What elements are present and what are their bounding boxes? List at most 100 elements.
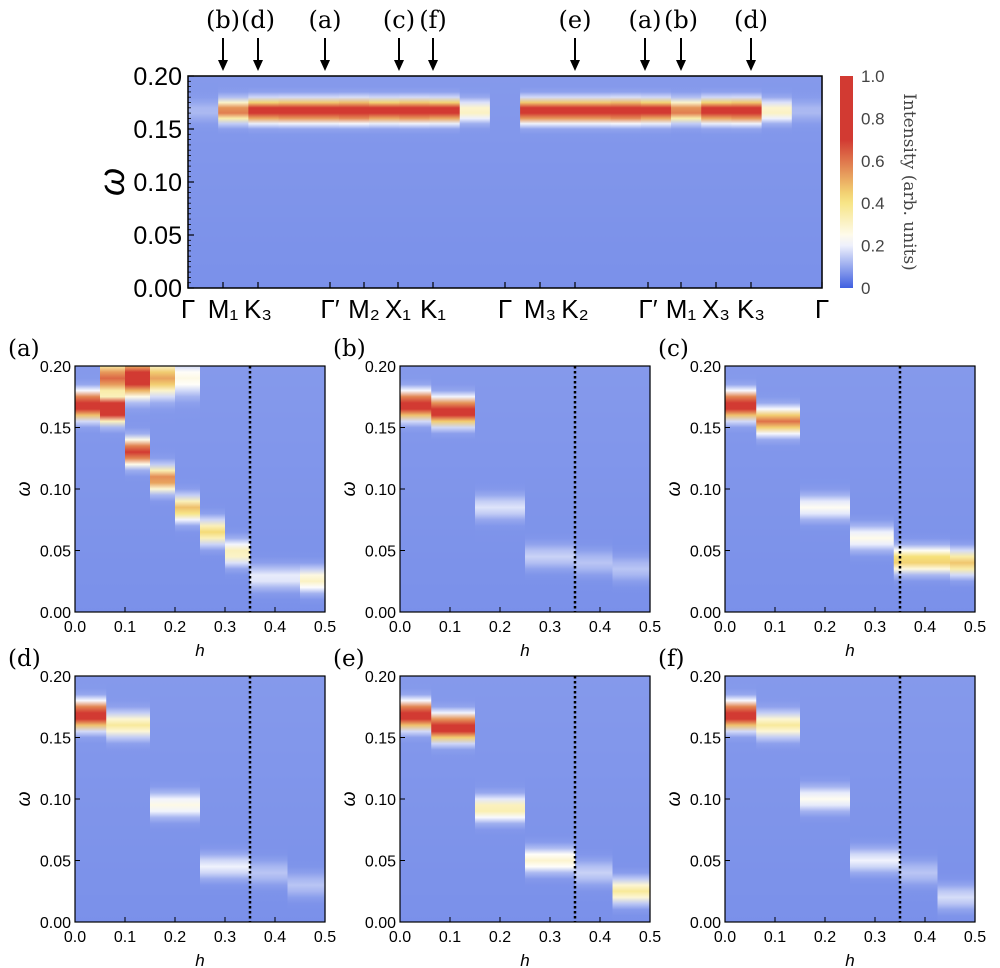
top-column xyxy=(308,76,340,288)
xlabel: h xyxy=(845,641,854,660)
panel-column xyxy=(525,366,576,612)
panel-column xyxy=(756,366,801,612)
colorbar-tick-label: 0.6 xyxy=(861,152,885,171)
top-column xyxy=(399,76,431,288)
ytick-label: 0.05 xyxy=(365,544,396,561)
top-column xyxy=(610,76,642,288)
top-arrow-head xyxy=(394,60,404,71)
xtick-label: 0.1 xyxy=(114,619,136,636)
ytick-label: 0.05 xyxy=(40,854,71,871)
panel-column xyxy=(100,366,126,612)
ytick-label: 0.15 xyxy=(690,421,721,438)
ytick-label: 0.15 xyxy=(365,421,396,438)
panel-column xyxy=(756,676,801,922)
top-arrow-head xyxy=(253,60,263,71)
top-xtick-label: M₁ xyxy=(666,294,697,324)
ytick-label: 0.15 xyxy=(40,731,71,748)
xtick-label: 0.1 xyxy=(439,619,461,636)
ytick-label: 0.15 xyxy=(40,421,71,438)
panel-column xyxy=(925,366,951,612)
panel-column xyxy=(225,366,251,612)
top-arrow-label: (e) xyxy=(559,6,592,34)
xtick-label: 0.0 xyxy=(714,929,736,946)
top-xtick-label: X₃ xyxy=(702,294,730,324)
panel-column xyxy=(475,366,526,612)
xtick-label: 0.0 xyxy=(389,929,411,946)
top-column xyxy=(459,76,491,288)
xtick-label: 0.4 xyxy=(914,929,936,946)
colorbar-bar xyxy=(840,76,853,288)
panel-column xyxy=(575,676,614,922)
xtick-label: 0.3 xyxy=(214,619,236,636)
panel-column xyxy=(175,366,201,612)
xtick-label: 0.0 xyxy=(714,619,736,636)
xlabel: h xyxy=(195,641,204,660)
ylabel: ω xyxy=(14,791,35,806)
top-column xyxy=(248,76,280,288)
top-column xyxy=(731,76,763,288)
ytick-label: 0.10 xyxy=(40,482,71,499)
xtick-label: 0.3 xyxy=(864,929,886,946)
panel-d: 0.00 0.05 0.10 0.15 0.20 0.0 0.1 0.2 0.3 0.4 0.5 h ω… xyxy=(8,646,336,968)
top-ylabel: ω xyxy=(91,168,132,196)
top-xtick-label: K₃ xyxy=(244,294,272,324)
panel-column xyxy=(850,676,901,922)
top-xtick-label: M₁ xyxy=(208,294,239,324)
ytick-label: 0.20 xyxy=(365,359,396,376)
top-column xyxy=(671,76,702,288)
ytick-label: 0.00 xyxy=(690,605,721,622)
top-xtick-label: M₃ xyxy=(524,294,556,324)
top-column xyxy=(550,76,582,288)
panel-column xyxy=(475,676,526,922)
panel-column xyxy=(287,676,326,922)
panel-column xyxy=(893,366,926,612)
panel-column xyxy=(575,366,614,612)
top-xtick-label: Γ xyxy=(815,294,829,324)
ytick-label: 0.20 xyxy=(690,359,721,376)
xtick-label: 0.4 xyxy=(589,619,611,636)
panel-e: 0.00 0.05 0.10 0.15 0.20 0.0 0.1 0.2 0.3 0.4 0.5 h ω… xyxy=(333,646,661,968)
panel-column xyxy=(850,366,895,612)
panel-column xyxy=(300,366,326,612)
top-column xyxy=(520,76,551,288)
ytick-label: 0.00 xyxy=(40,915,71,932)
ylabel: ω xyxy=(339,791,360,806)
top-xtick-label: K₁ xyxy=(420,294,446,324)
top-arrow-head xyxy=(428,60,438,71)
xtick-label: 0.2 xyxy=(164,929,186,946)
panel-column xyxy=(200,676,251,922)
panel-column xyxy=(150,366,176,612)
top-xtick-label: Γ′ xyxy=(320,294,339,324)
panel-label: (c) xyxy=(658,336,689,362)
xlabel: h xyxy=(520,951,529,968)
top-xtick-label: X₁ xyxy=(385,294,411,324)
xtick-label: 0.1 xyxy=(764,929,786,946)
xtick-label: 0.2 xyxy=(814,929,836,946)
ytick-label: 0.00 xyxy=(365,605,396,622)
xtick-label: 0.0 xyxy=(389,619,411,636)
panel-column xyxy=(200,366,226,612)
panel-column xyxy=(125,366,151,612)
top-column xyxy=(429,76,461,288)
xlabel: h xyxy=(195,951,204,968)
ytick-label: 0.10 xyxy=(40,792,71,809)
xlabel: h xyxy=(845,951,854,968)
ytick-label: 0.20 xyxy=(690,669,721,686)
panel-label: (f) xyxy=(658,646,684,672)
top-ytick-label: 0.00 xyxy=(133,275,182,303)
ytick-label: 0.20 xyxy=(365,669,396,686)
ytick-label: 0.00 xyxy=(690,915,721,932)
ytick-label: 0.20 xyxy=(40,669,71,686)
top-arrow-label: (d) xyxy=(241,6,275,34)
xtick-label: 0.1 xyxy=(439,929,461,946)
ylabel: ω xyxy=(339,481,360,496)
top-column xyxy=(489,76,521,288)
colorbar-tick-label: 0 xyxy=(861,279,870,298)
xtick-label: 0.5 xyxy=(964,929,986,946)
colorbar-label: Intensity (arb. units) xyxy=(899,93,919,271)
panel-column xyxy=(612,676,651,922)
top-arrow-head xyxy=(320,60,330,71)
panel-column xyxy=(725,676,757,922)
panel-column xyxy=(75,676,107,922)
